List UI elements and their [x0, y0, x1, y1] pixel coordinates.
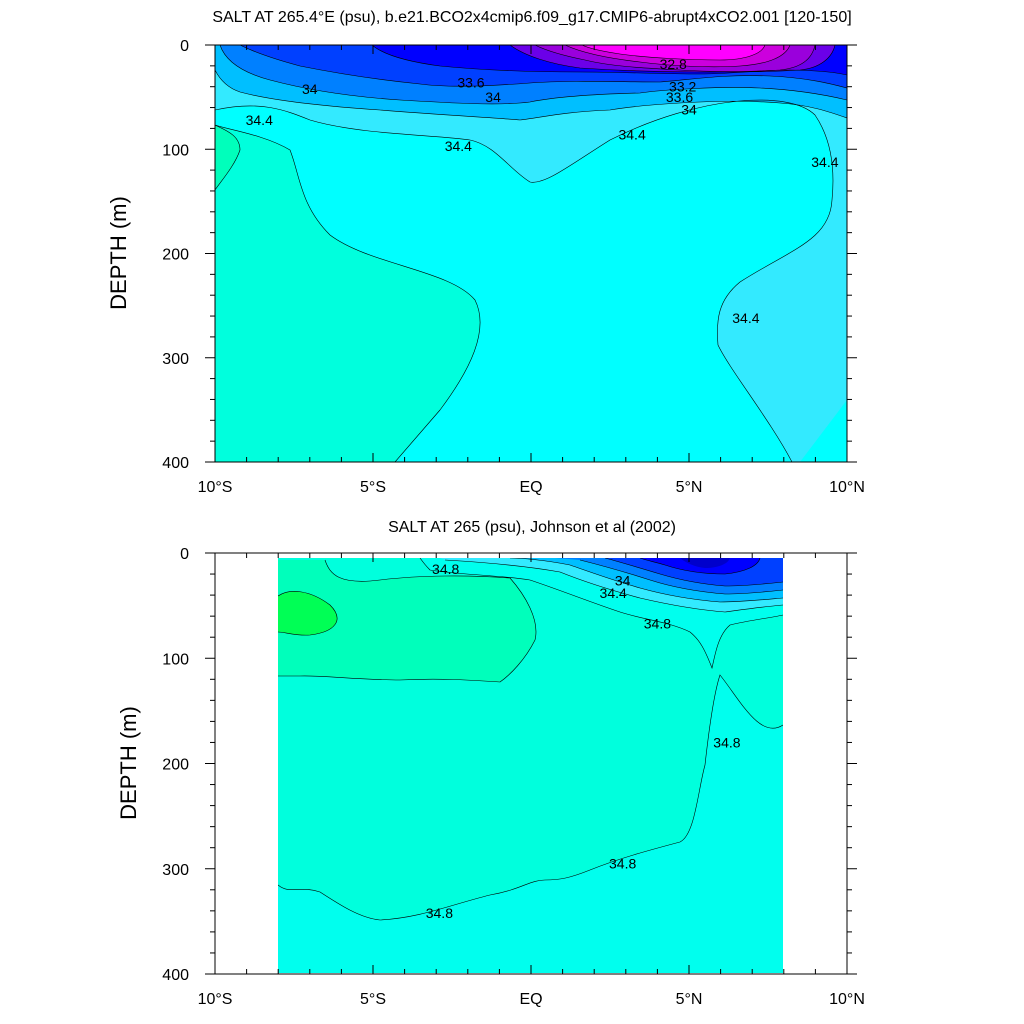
panel-bottom: SALT AT 265 (psu), Johnson et al (2002)	[116, 519, 865, 1008]
contour-34-2	[579, 559, 783, 595]
contour-lines-bottom	[278, 558, 783, 921]
contour-fill-bottom	[278, 558, 783, 973]
y-tick-label: 300	[162, 351, 189, 368]
contour-33-8	[639, 558, 761, 575]
x-tick-label: EQ	[519, 479, 542, 496]
contour-33-8	[239, 45, 847, 89]
contour-33-4	[509, 45, 836, 73]
contour-34-8	[215, 124, 241, 191]
contour-34-8-upper	[419, 558, 783, 670]
contour-label: 34.8	[426, 905, 453, 921]
salt-34-6-region	[278, 675, 783, 973]
y-tick-label: 100	[162, 142, 189, 159]
y-tick-label: 400	[162, 455, 189, 472]
contour-34-2	[215, 69, 847, 121]
contour-label: 33.6	[457, 75, 484, 91]
y-tick-label: 100	[162, 651, 189, 668]
contour-label: 34.4	[445, 138, 472, 154]
contour-label: 34.4	[246, 112, 273, 128]
contour-label: 34	[302, 81, 318, 97]
contour-34-4	[509, 558, 783, 603]
axis-ticks-bottom: 10°S 5°S EQ 5°N 10°N 0 100 200 300 400	[162, 546, 865, 1008]
contour-lines-top	[215, 45, 847, 462]
contour-label: 34	[681, 102, 697, 118]
y-axis-label: DEPTH (m)	[106, 196, 131, 310]
contour-34-4	[215, 99, 834, 462]
x-tick-label: 5°N	[676, 479, 703, 496]
contour-label: 34.4	[618, 127, 645, 143]
contour-fill-top	[215, 45, 847, 462]
x-tick-label: 10°N	[829, 991, 865, 1008]
x-tick-label: 10°S	[198, 479, 233, 496]
salt-34-8-region	[215, 125, 481, 462]
contour-label: 34.4	[732, 310, 759, 326]
contour-34-8-lower	[278, 674, 783, 921]
contour-label: 34.4	[600, 585, 627, 601]
salt-35-4-patch	[278, 591, 338, 636]
axis-ticks-top: 10°S 5°S EQ 5°N 10°N 0 100 200 300 400	[162, 38, 865, 496]
contour-33-6	[371, 45, 847, 76]
contour-33-2	[534, 45, 816, 72]
panel-top: SALT AT 265.4°E (psu), b.e21.BCO2x4cmip6…	[106, 9, 865, 496]
contour-label: 34.8	[644, 616, 671, 632]
chart-title: SALT AT 265.4°E (psu), b.e21.BCO2x4cmip6…	[212, 9, 851, 26]
x-tick-label: 5°N	[676, 991, 703, 1008]
y-tick-label: 200	[162, 247, 189, 264]
contour-labels-top: 32.833.6 33.233.634343434.434.434.434.434…	[246, 56, 839, 326]
contour-33-0	[564, 45, 791, 68]
x-tick-label: 5°S	[360, 479, 386, 496]
y-axis-label: DEPTH (m)	[116, 706, 141, 820]
contour-label: 33.6	[666, 89, 693, 105]
contour-35-0	[278, 559, 537, 683]
contour-34-0	[604, 558, 783, 587]
contour-34-6	[444, 559, 783, 613]
contour-34-6	[215, 124, 481, 462]
y-tick-label: 0	[180, 546, 189, 563]
contour-label: 34.4	[811, 154, 838, 170]
x-tick-label: 5°S	[360, 991, 386, 1008]
contour-label: 34	[615, 572, 631, 588]
contour-35-2	[278, 591, 338, 636]
x-tick-label: 10°S	[198, 991, 233, 1008]
contour-34-0	[219, 45, 847, 105]
contour-32-8	[581, 45, 766, 61]
salt-35-0-patch	[215, 125, 240, 190]
contour-label: 34	[485, 89, 501, 105]
salt-35-0-region	[278, 560, 536, 682]
salt-33-4-core	[680, 558, 730, 568]
contour-label: 34.8	[609, 855, 636, 871]
y-tick-label: 0	[180, 38, 189, 55]
contour-label: 32.8	[660, 56, 687, 72]
x-tick-label: 10°N	[829, 479, 865, 496]
chart-title: SALT AT 265 (psu), Johnson et al (2002)	[388, 519, 676, 536]
y-tick-label: 200	[162, 757, 189, 774]
y-tick-label: 400	[162, 967, 189, 984]
contour-label: 34.8	[713, 734, 740, 750]
contour-label: 34.8	[432, 561, 459, 577]
y-tick-label: 300	[162, 862, 189, 879]
contour-label: 33.2	[669, 79, 696, 95]
x-tick-label: EQ	[519, 991, 542, 1008]
